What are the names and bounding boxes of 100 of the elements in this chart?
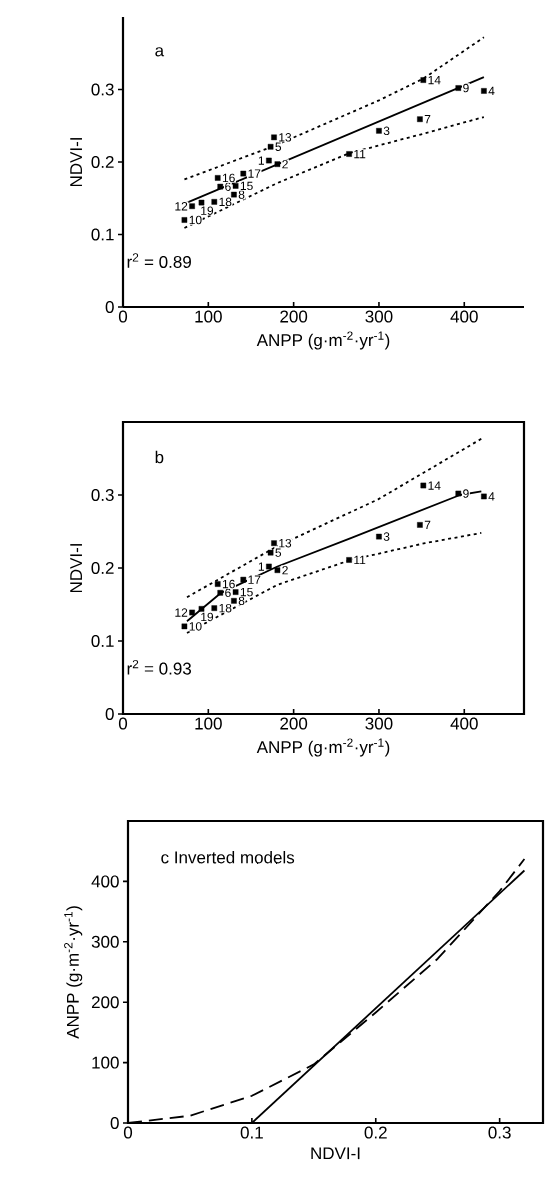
annotation: 13	[279, 538, 292, 548]
x-axis-title: NDVI-I	[311, 1147, 360, 1160]
annotation: 2	[282, 566, 288, 575]
point	[455, 85, 462, 91]
text: a	[155, 47, 165, 57]
annotation: 7	[424, 520, 431, 530]
point	[417, 522, 423, 528]
text: c Inverted models	[161, 851, 295, 864]
annotation: r$^{2}$ = 0.89	[127, 253, 191, 268]
point	[266, 157, 272, 164]
point	[376, 533, 382, 540]
x-tick-label: 200	[280, 310, 308, 323]
point	[232, 183, 239, 189]
point	[189, 203, 195, 210]
y-tick-label: 0	[110, 1116, 119, 1130]
point	[346, 151, 352, 157]
point	[271, 540, 277, 546]
y-axis-title: NDVI-I	[70, 544, 82, 593]
x-tick-label: 0.1	[240, 1126, 263, 1139]
point	[240, 170, 247, 177]
x-tick-label: 300	[365, 717, 393, 730]
point	[266, 563, 272, 570]
point	[420, 77, 427, 83]
y-tick-label: 0.3	[91, 488, 114, 502]
point	[240, 576, 247, 583]
y-tick-label: 100	[92, 1056, 119, 1069]
annotation: 6	[225, 588, 231, 598]
point	[217, 590, 224, 596]
annotation: 17	[248, 575, 261, 584]
x-tick-label: 100	[195, 717, 222, 730]
annotation: 15	[240, 181, 253, 191]
annotation: 12	[175, 608, 188, 617]
annotation: 17	[248, 169, 261, 178]
annotation: 6	[225, 182, 231, 191]
y-tick-label: 0.2	[91, 561, 114, 575]
point	[267, 549, 274, 556]
annotation: 11	[354, 149, 366, 159]
y-tick-label: 200	[91, 996, 119, 1009]
annotation: 3	[383, 532, 390, 541]
annotation: 9	[463, 489, 469, 498]
point	[189, 609, 195, 616]
annotation: 12	[175, 202, 188, 211]
point	[217, 183, 224, 190]
point	[231, 191, 237, 198]
y-tick-label: 0.1	[91, 228, 114, 241]
annotation: 18	[219, 603, 232, 613]
point	[274, 567, 281, 573]
point	[211, 199, 218, 205]
annotation: 15	[240, 587, 253, 597]
annotation: 4	[488, 86, 495, 96]
point	[481, 88, 487, 94]
annotation: 8	[238, 190, 245, 199]
y-tick-label: 300	[91, 935, 119, 948]
annotation: 13	[279, 133, 292, 142]
y-axis-title: ANPP (g·m$^{-2}$·yr$^{-1}$)	[64, 906, 83, 1039]
point	[376, 128, 382, 134]
x-tick-label: 100	[195, 310, 222, 323]
x-axis-title: ANPP (g·m$^{-2}$·yr$^{-1}$)	[256, 331, 390, 350]
point	[181, 217, 188, 223]
line-series	[183, 36, 485, 181]
annotation: 19	[201, 612, 214, 622]
y-tick-label: 0.1	[91, 634, 114, 648]
point	[211, 605, 218, 611]
point	[481, 493, 487, 500]
annotation: 18	[219, 197, 232, 207]
point	[267, 143, 274, 150]
annotation: 7	[424, 115, 431, 124]
annotation: 4	[488, 492, 495, 501]
x-axis-title: ANPP (g·m$^{-2}$·yr$^{-1}$)	[256, 738, 390, 757]
x-tick-label: 400	[450, 310, 478, 323]
y-tick-label: 0	[105, 300, 114, 314]
annotation: 16	[222, 579, 235, 589]
point	[181, 623, 188, 630]
annotation: r$^{2}$ = 0.93	[127, 659, 192, 675]
x-tick-label: 300	[365, 310, 393, 323]
annotation: 11	[354, 555, 366, 565]
y-tick-label: 400	[91, 875, 119, 888]
y-tick-label: 0.3	[91, 83, 114, 96]
text: b	[155, 450, 164, 464]
annotation: 3	[383, 126, 390, 136]
x-tick-label: 0	[118, 717, 128, 730]
line-series	[186, 532, 483, 634]
point	[271, 134, 277, 141]
point	[231, 598, 237, 604]
x-tick-label: 0.3	[488, 1126, 511, 1139]
annotation: 10	[189, 215, 202, 225]
annotation: 14	[428, 75, 441, 85]
annotation: 8	[238, 596, 245, 606]
annotation: 9	[463, 83, 469, 93]
annotation: 1	[258, 562, 265, 571]
annotation: 1	[258, 156, 265, 165]
y-axis-title: NDVI-I	[70, 138, 82, 187]
x-tick-label: 0.2	[364, 1126, 387, 1139]
point	[198, 199, 205, 206]
point	[274, 161, 281, 167]
point	[455, 490, 462, 497]
y-tick-label: 0.2	[91, 155, 114, 169]
annotation: 14	[428, 481, 441, 490]
point	[346, 557, 352, 563]
x-tick-label: 0	[123, 1126, 133, 1139]
